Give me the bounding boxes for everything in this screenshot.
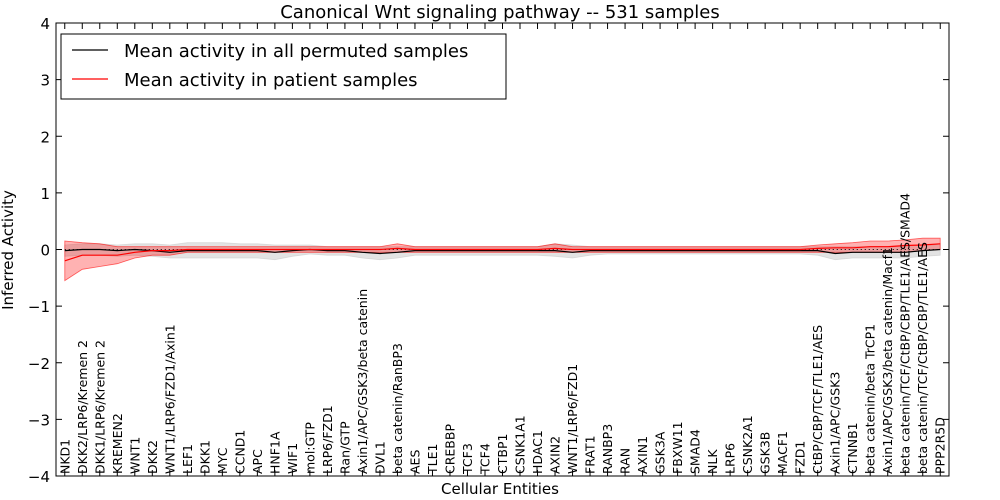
x-tick-label: Axin1/APC/GSK3 [828, 372, 843, 474]
x-tick-label: CtBP/CBP/TCF/TLE1/AES [810, 325, 825, 474]
legend-label-patient: Mean activity in patient samples [124, 70, 418, 91]
y-tick-label: −4 [28, 468, 50, 486]
x-tick-label: CTNNB1 [845, 422, 860, 474]
x-tick-label: DVL1 [372, 441, 387, 474]
x-tick-label: beta catenin/RanBP3 [390, 343, 405, 474]
y-tick-label: 2 [40, 128, 50, 146]
legend: Mean activity in all permuted samples Me… [60, 33, 507, 100]
x-axis: NKD1 DKK2/LRP6/Kremen 2 DKK1/LRP6/Kremen 2… [57, 23, 948, 476]
x-tick-label: mol:GTP [302, 422, 317, 474]
legend-label-permuted: Mean activity in all permuted samples [124, 41, 468, 62]
y-tick-label: 4 [40, 15, 50, 33]
chart-title: Canonical Wnt signaling pathway -- 531 s… [280, 2, 720, 23]
confidence-bands [64, 237, 941, 282]
x-tick-label: APC [250, 449, 265, 474]
x-tick-label: LEF1 [180, 444, 195, 474]
x-tick-label: SMAD4 [688, 429, 703, 474]
x-tick-label: CSNK1A1 [513, 415, 528, 474]
x-tick-label: FBXW11 [670, 421, 685, 474]
x-tick-label: FRAT1 [583, 435, 598, 474]
x-tick-label: NKD1 [57, 439, 72, 474]
y-axis: 4 3 2 1 0 −1 −2 −3 −4 [28, 15, 949, 486]
x-tick-label: HDAC1 [530, 430, 545, 474]
legend-box [60, 33, 507, 100]
x-tick-label: AXIN2 [548, 436, 563, 474]
x-tick-label: DKK1 [197, 440, 212, 474]
x-tick-label: LRP6 [723, 443, 738, 474]
x-tick-label: Ran/GTP [337, 421, 352, 474]
permuted-mean-line [64, 248, 941, 255]
x-tick-label: Axin1/APC/GSK3/beta catenin [355, 289, 370, 474]
y-tick-label: −1 [28, 298, 50, 316]
x-tick-label: AXIN1 [635, 436, 650, 474]
x-tick-label: AES [408, 450, 423, 474]
series-lines [64, 243, 941, 262]
x-tick-label: WNT1 [127, 437, 142, 474]
x-tick-label: KREMEN2 [110, 413, 125, 474]
x-tick-label: CSNK2A1 [740, 415, 755, 474]
y-tick-label: −2 [28, 355, 50, 373]
x-tick-label: RAN [618, 448, 633, 474]
x-tick-label: DKK2/LRP6/Kremen 2 [75, 340, 90, 474]
x-tick-label: WIF1 [285, 443, 300, 474]
patient-mean-line [64, 243, 941, 262]
x-tick-label: DKK1/LRP6/Kremen 2 [92, 340, 107, 474]
y-tick-label: −3 [28, 411, 50, 429]
x-tick-label: MACF1 [775, 431, 790, 474]
x-tick-label: DKK2 [145, 440, 160, 474]
x-tick-label: Axin1/APC/GSK3/beta catenin/Macf1 [880, 247, 895, 474]
x-tick-label: CTBP1 [495, 434, 510, 474]
x-tick-label: TCF4 [478, 443, 493, 475]
x-tick-label: PPP2R5D [933, 417, 948, 474]
x-tick-label: RANBP3 [600, 424, 615, 474]
x-tick-label: TCF3 [460, 443, 475, 475]
x-tick-label: beta catenin/TCF/CtBP/CBP/TLE1/AES [915, 242, 930, 474]
x-tick-label: TLE1 [425, 444, 440, 475]
x-tick-label: WNT1/LRP6/FZD1/Axin1 [162, 324, 177, 474]
y-tick-label: 3 [40, 72, 50, 90]
x-tick-label: FZD1 [793, 441, 808, 474]
x-tick-label: WNT1/LRP6/FZD1 [565, 364, 580, 474]
x-tick-label: beta catenin/TCF/CtBP/CBP/TLE1/AES/SMAD4 [898, 193, 913, 474]
x-tick-label: CCND1 [232, 430, 247, 474]
y-tick-label: 1 [40, 185, 50, 203]
x-tick-label: HNF1A [267, 431, 282, 474]
x-tick-label: GSK3B [758, 432, 773, 474]
x-axis-label: Cellular Entities [441, 480, 559, 498]
x-tick-label: CREBBP [443, 424, 458, 474]
y-axis-label: Inferred Activity [0, 190, 17, 310]
y-tick-label: 0 [40, 242, 50, 260]
x-tick-label: GSK3A [653, 431, 668, 474]
x-tick-label: LRP6/FZD1 [320, 405, 335, 474]
x-tick-label: MYC [215, 447, 230, 474]
x-tick-label: NLK [705, 449, 720, 474]
x-tick-label: beta catenin/beta TrCP1 [863, 324, 878, 474]
